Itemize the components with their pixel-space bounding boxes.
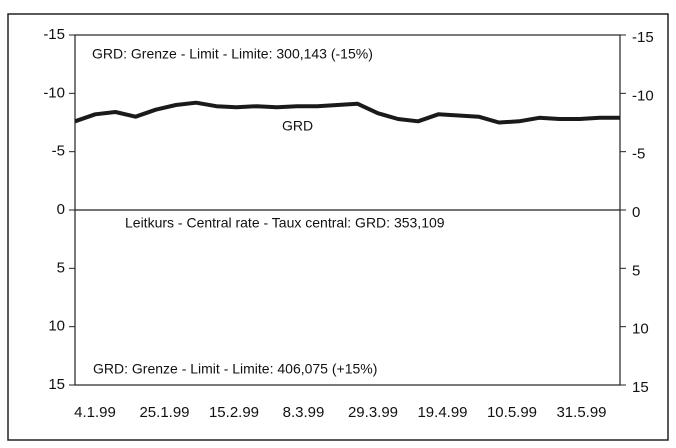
y-tick-label: -15	[43, 26, 65, 43]
y-tick-label: 15	[48, 376, 65, 393]
y-tick-label: 5	[57, 259, 65, 276]
y-tick-label: -10	[43, 84, 65, 101]
annotation: GRD: Grenze - Limit - Limite: 406,075 (+…	[93, 361, 377, 377]
y2-tick-label: 10	[632, 321, 649, 338]
frame	[7, 13, 669, 441]
x-tick-label: 29.3.99	[348, 404, 398, 421]
x-tick-label: 4.1.99	[74, 404, 116, 421]
y2-tick-label: 15	[632, 379, 649, 396]
y2-tick-label: -10	[632, 87, 654, 104]
line-series	[74, 100, 620, 125]
x-tick-label: 8.3.99	[283, 404, 325, 421]
y2-tick-label: 5	[632, 262, 640, 279]
x-tick-label: 19.4.99	[417, 404, 467, 421]
x-tick-label: 10.5.99	[487, 404, 537, 421]
y-tick-label: 0	[57, 201, 65, 218]
x-tick-label: 31.5.99	[556, 404, 606, 421]
y2-tick-label: -5	[632, 146, 645, 163]
y2-tick-label: 0	[632, 204, 640, 221]
annotation: Leitkurs - Central rate - Taux central: …	[125, 215, 445, 231]
y-tick-label: -5	[52, 143, 65, 160]
y-tick-label: 10	[48, 318, 65, 335]
x-tick-label: 25.1.99	[139, 404, 189, 421]
annotation: GRD: Grenze - Limit - Limite: 300,143 (-…	[92, 46, 373, 62]
y2-tick-label: -15	[632, 29, 654, 46]
x-tick-label: 15.2.99	[209, 404, 259, 421]
series-label: GRD	[282, 118, 313, 134]
